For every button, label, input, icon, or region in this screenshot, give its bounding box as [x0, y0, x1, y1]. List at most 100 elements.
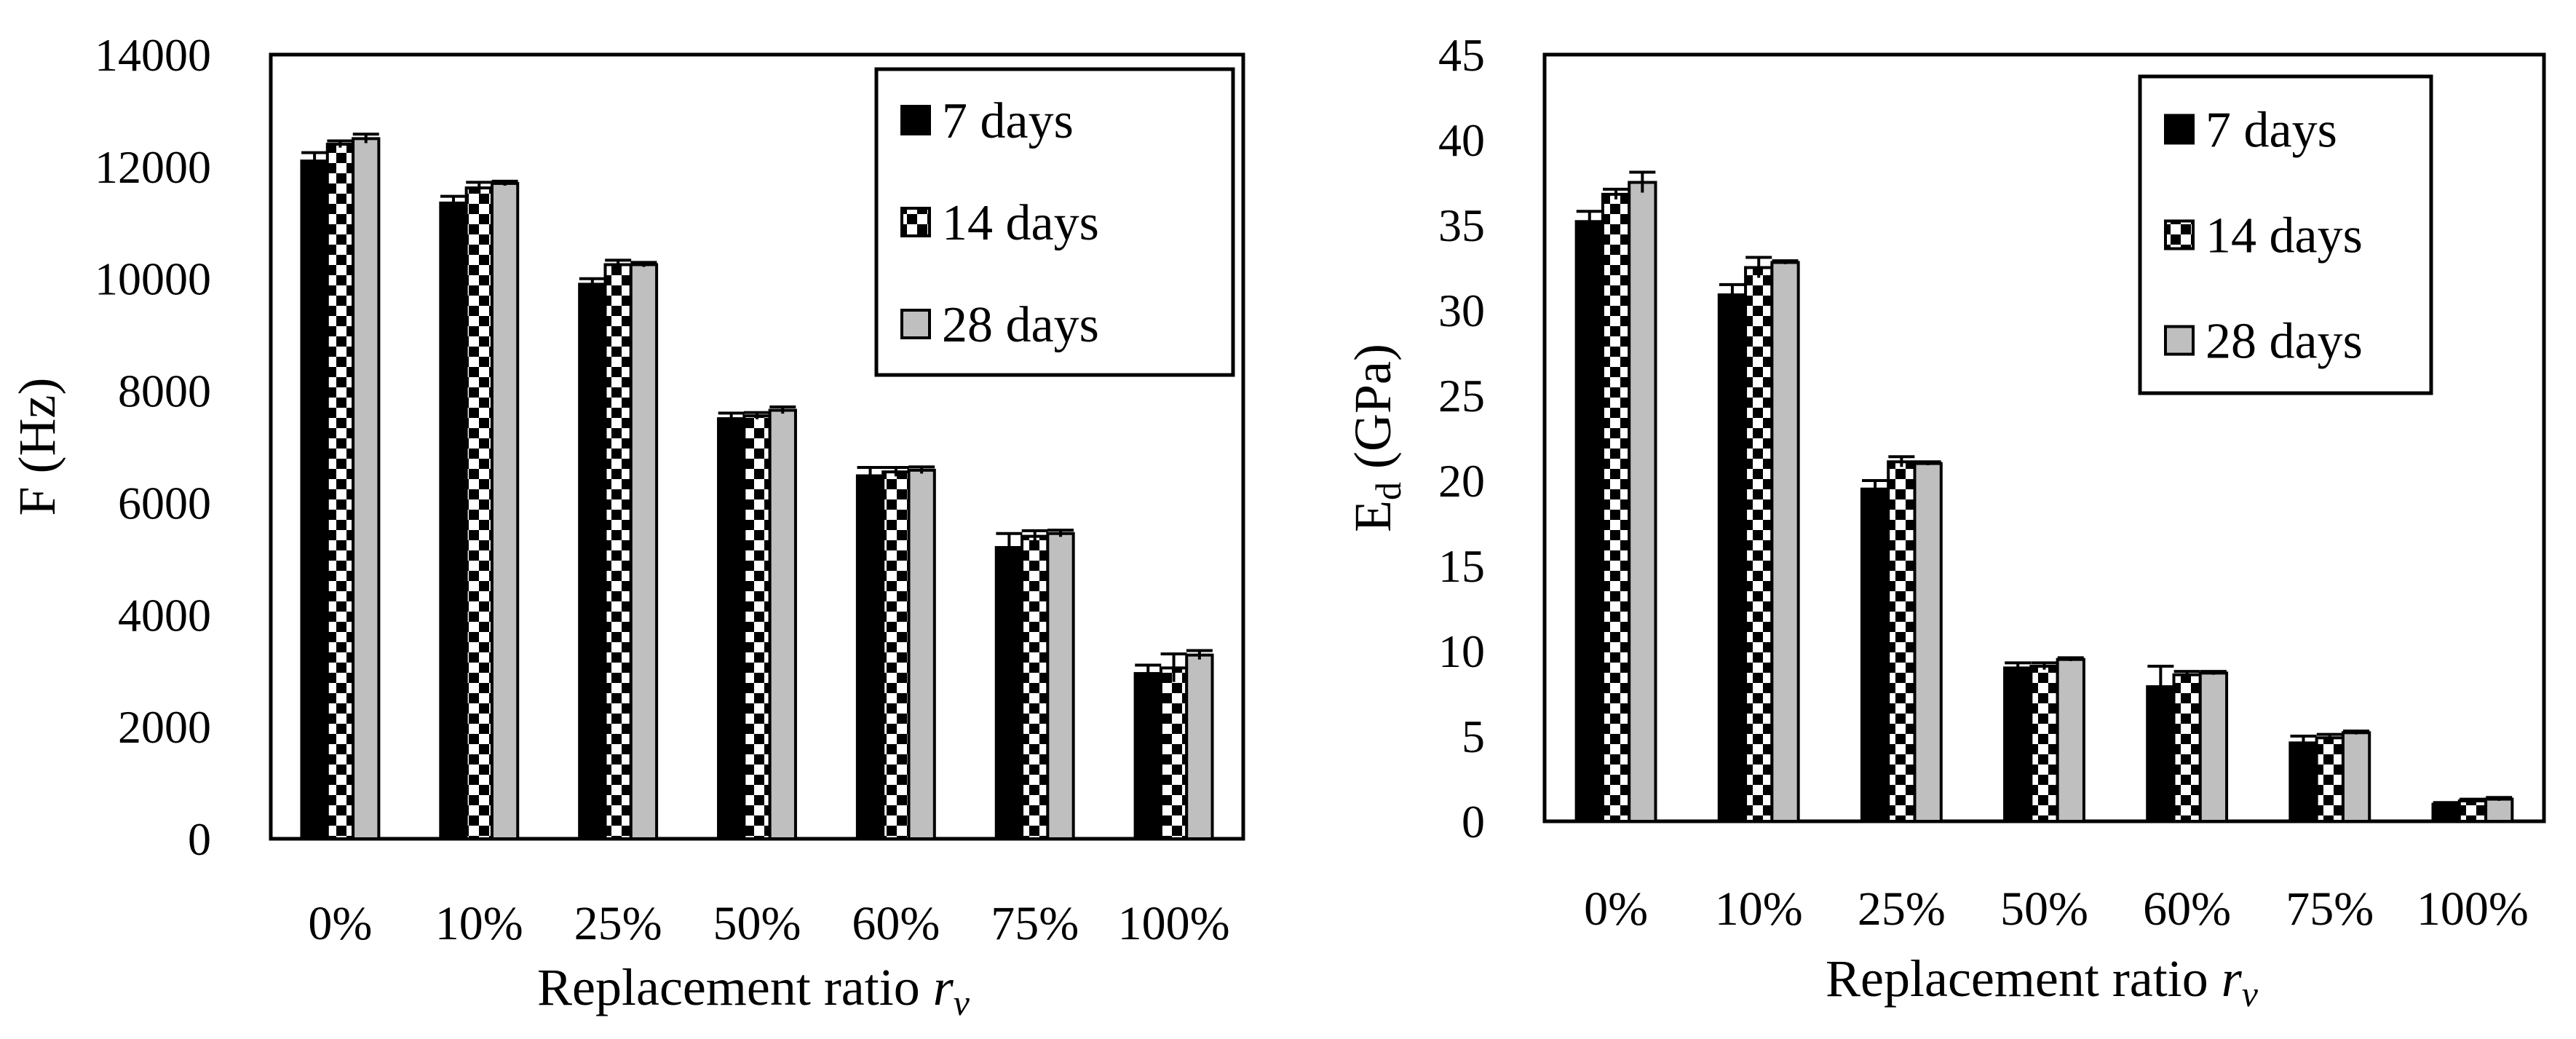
legend-swatch [900, 105, 931, 135]
legend-label: 28 days [2206, 314, 2363, 370]
y-tick-label: 0 [1462, 796, 1485, 848]
bar [2431, 802, 2461, 823]
legend-label: 28 days [942, 297, 1099, 353]
x-axis-title-text: Replacement ratio [1826, 949, 2222, 1008]
bar [2172, 673, 2202, 823]
bar [2288, 741, 2318, 823]
x-axis-title-var: r [933, 958, 954, 1016]
y-tick-label: 5 [1462, 711, 1485, 762]
legend-label: 14 days [942, 195, 1099, 251]
x-axis-title-sub: v [2242, 973, 2259, 1014]
bar [2315, 736, 2345, 823]
y-tick-label: 40 [1438, 114, 1485, 166]
x-axis-title: Replacement ratio rv [537, 958, 970, 1023]
bar [2457, 799, 2488, 823]
x-axis-title-var: r [2222, 949, 2243, 1008]
y-tick-label: 4000 [118, 589, 211, 641]
bar [2341, 731, 2371, 823]
bar [717, 417, 746, 840]
bar [2029, 665, 2059, 823]
y-axis-title: F (Hz) [8, 378, 66, 516]
bar [881, 470, 911, 840]
y-axis-title-unit: (GPa) [1344, 344, 1402, 482]
y-tick-label: 8000 [118, 366, 211, 417]
bar [352, 137, 381, 840]
legend-swatch [2164, 219, 2195, 250]
legend-label: 14 days [2206, 208, 2363, 264]
bar [1860, 487, 1890, 823]
bar [490, 181, 520, 840]
bar [2056, 657, 2085, 823]
y-tick-label: 45 [1438, 29, 1485, 81]
legend-swatch [2164, 114, 2195, 145]
y-tick-label: 35 [1438, 199, 1485, 251]
bar [2003, 666, 2033, 823]
x-tick-label: 100% [1118, 897, 1230, 950]
bar [855, 474, 885, 840]
bar [578, 283, 607, 840]
bar [629, 263, 659, 841]
y-axis-title: Ed (GPa) [1344, 344, 1408, 532]
chart-2: 0 5 10 15 20 25 30 35 40 45 0% 10% 25% 50% 60% 75% 100% R… [1344, 29, 2546, 1014]
x-tick-label: 75% [2286, 882, 2374, 936]
y-tick-label: 15 [1438, 540, 1485, 592]
bar [1887, 460, 1917, 823]
bar [1021, 534, 1050, 840]
x-tick-label: 0% [1584, 882, 1648, 936]
x-tick-label: 10% [435, 897, 523, 950]
bar [1628, 181, 1657, 823]
y-tick-label: 25 [1438, 370, 1485, 422]
y-tick-label: 6000 [118, 477, 211, 529]
x-tick-label: 25% [574, 897, 662, 950]
bar [1185, 653, 1214, 840]
y-tick-label: 20 [1438, 455, 1485, 507]
bar [325, 143, 355, 841]
chart-1: 0 2000 4000 6000 8000 10000 12000 14000 0% 10% 25%… [8, 29, 1245, 1023]
y-axis-title-sub: d [1368, 482, 1408, 500]
y-tick-label: 14000 [95, 29, 211, 81]
legend-label: 7 days [2206, 103, 2337, 159]
y-tick-label: 10000 [95, 253, 211, 305]
bar [1770, 261, 1800, 823]
y-tick-label: 30 [1438, 285, 1485, 336]
x-tick-label: 25% [1858, 882, 1946, 936]
bar [1574, 220, 1604, 823]
bar [2198, 671, 2229, 823]
legend-box [874, 67, 1235, 377]
y-tick-label: 12000 [95, 141, 211, 193]
y-tick-label: 0 [188, 813, 211, 865]
legend-swatch [900, 207, 931, 237]
legend-swatch [900, 309, 931, 339]
bar [1046, 532, 1075, 840]
bar [1133, 672, 1162, 841]
x-tick-label: 10% [1715, 882, 1803, 936]
bar [768, 408, 797, 840]
x-axis-title: Replacement ratio rv [1826, 949, 2259, 1014]
legend-label: 7 days [942, 93, 1074, 149]
bar [1717, 293, 1748, 823]
x-tick-label: 60% [2143, 882, 2231, 936]
y-axis-title-text: F (Hz) [8, 378, 66, 516]
x-axis-title-text: Replacement ratio [537, 958, 933, 1016]
bar [907, 468, 936, 840]
bar [742, 414, 772, 840]
bar [603, 263, 633, 841]
x-tick-label: 50% [713, 897, 801, 950]
y-axis-title-text: E [1344, 500, 1402, 532]
x-tick-label: 60% [852, 897, 940, 950]
x-tick-label: 75% [991, 897, 1079, 950]
bar [1913, 462, 1943, 823]
x-tick-label: 100% [2417, 882, 2529, 936]
x-tick-label: 50% [2000, 882, 2088, 936]
bar [1601, 192, 1631, 823]
y-tick-label: 10 [1438, 625, 1485, 677]
bar [994, 545, 1024, 840]
bar [2484, 797, 2514, 823]
y-tick-label: 2000 [118, 701, 211, 753]
legend-swatch [2164, 325, 2195, 356]
bar [464, 186, 494, 840]
bar [1159, 666, 1189, 840]
x-tick-label: 0% [308, 897, 372, 950]
